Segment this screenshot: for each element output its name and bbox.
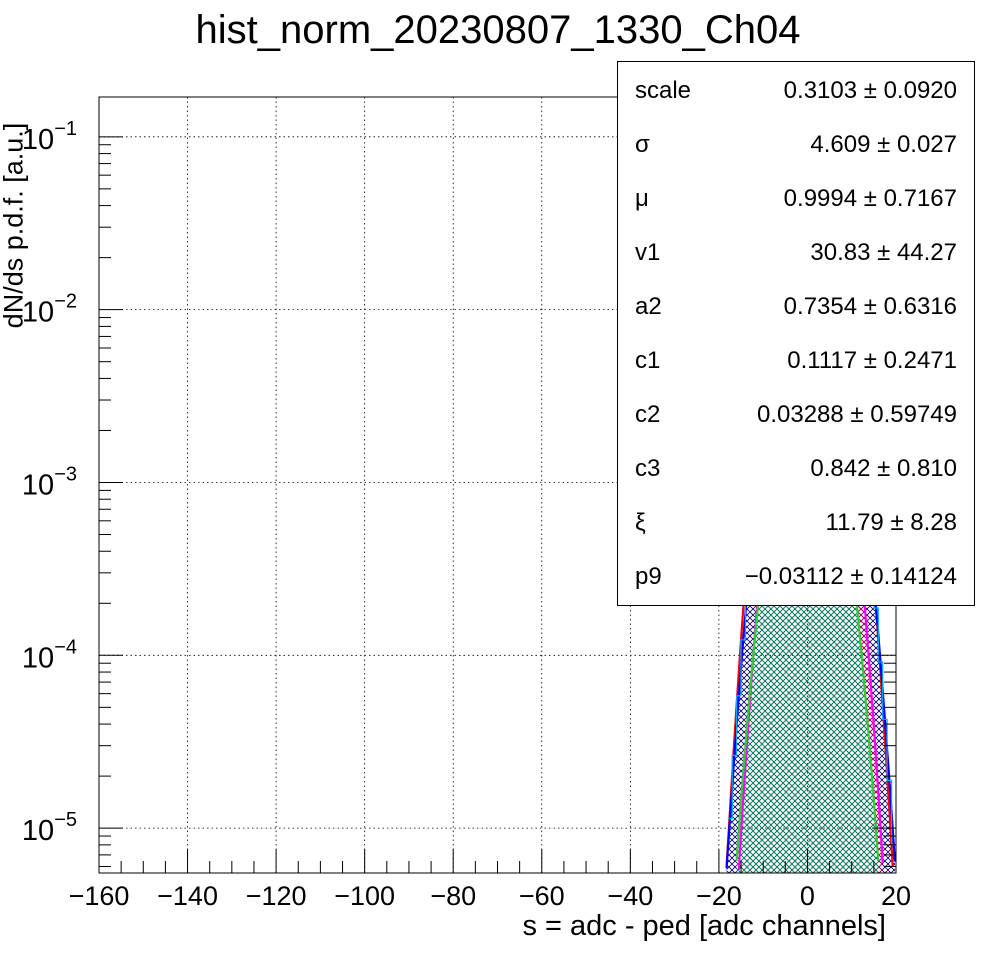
stat-value: 4.609 ± 0.027 (810, 131, 957, 158)
stat-name: σ (635, 131, 650, 158)
x-tick-label: −140 (157, 881, 218, 911)
stat-row: σ 4.609 ± 0.027 (618, 116, 974, 170)
stat-name: c2 (635, 401, 661, 428)
x-tick-label: −120 (246, 881, 307, 911)
stat-value: 0.7354 ± 0.6316 (783, 293, 957, 320)
x-tick-label: −60 (519, 881, 565, 911)
y-tick-label: 10−2 (22, 291, 77, 329)
x-tick-label: −40 (607, 881, 653, 911)
y-tick-label: 10−4 (22, 636, 77, 674)
x-tick-label: −20 (696, 881, 742, 911)
x-tick-label: −100 (334, 881, 395, 911)
stat-row: c1 0.1117 ± 0.2471 (618, 332, 974, 386)
x-tick-label: 0 (800, 881, 815, 911)
stat-value: 11.79 ± 8.28 (825, 509, 958, 536)
stat-value: 0.1117 ± 0.2471 (787, 347, 957, 374)
x-tick-label: −80 (430, 881, 476, 911)
x-tick-label: −160 (69, 881, 130, 911)
stat-value: 0.842 ± 0.810 (810, 455, 957, 482)
stat-row: c2 0.03288 ± 0.59749 (618, 386, 974, 440)
stat-name: μ (635, 185, 649, 212)
stat-name: v1 (635, 239, 661, 266)
stat-name: a2 (635, 293, 662, 320)
chart-title: hist_norm_20230807_1330_Ch04 (195, 8, 801, 52)
stat-value: 0.3103 ± 0.0920 (783, 77, 957, 104)
y-tick-label: 10−3 (22, 463, 77, 501)
fit-stats-box: scale 0.3103 ± 0.0920 σ 4.609 ± 0.027 μ 0.999… (617, 61, 975, 606)
stat-name: p9 (635, 563, 662, 590)
y-tick-label: 10−5 (22, 809, 77, 847)
stat-name: c1 (635, 347, 661, 374)
stat-value: 0.03288 ± 0.59749 (756, 401, 957, 428)
stat-row: μ 0.9994 ± 0.7167 (618, 170, 974, 224)
stat-value: 30.83 ± 44.27 (810, 239, 957, 266)
stat-row: v1 30.83 ± 44.27 (618, 224, 974, 278)
x-tick-label: 20 (881, 881, 911, 911)
stat-name: scale (635, 77, 692, 104)
x-axis-label: s = adc - ped [adc channels] (522, 910, 886, 942)
stat-value: 0.9994 ± 0.7167 (783, 185, 957, 212)
y-axis-label: dN/ds p.d.f. [a.u.] (0, 122, 29, 329)
stat-value: −0.03112 ± 0.14124 (744, 563, 957, 590)
stat-name: ξ (635, 509, 646, 536)
stat-row: scale 0.3103 ± 0.0920 (618, 62, 974, 116)
stat-row: a2 0.7354 ± 0.6316 (618, 278, 974, 332)
stat-row: c3 0.842 ± 0.810 (618, 440, 974, 494)
stat-row: ξ 11.79 ± 8.28 (618, 494, 974, 548)
stat-row: p9 −0.03112 ± 0.14124 (618, 548, 974, 602)
y-tick-label: 10−1 (22, 118, 77, 156)
stat-name: c3 (635, 455, 661, 482)
